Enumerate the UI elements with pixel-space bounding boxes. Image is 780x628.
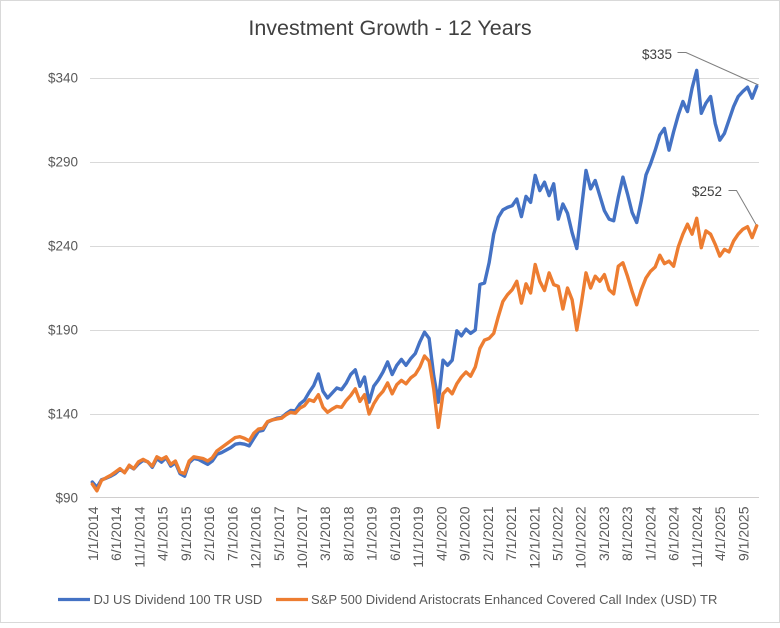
svg-text:11/1/2014: 11/1/2014 [131,506,147,567]
svg-text:9/1/2020: 9/1/2020 [457,506,473,561]
svg-text:4/1/2015: 4/1/2015 [155,506,171,561]
svg-text:$290: $290 [48,155,78,170]
svg-text:11/1/2019: 11/1/2019 [410,506,426,567]
svg-text:$340: $340 [48,71,78,86]
svg-text:1/1/2024: 1/1/2024 [642,506,658,561]
svg-text:6/1/2019: 6/1/2019 [387,506,403,561]
svg-text:5/1/2022: 5/1/2022 [550,506,566,561]
svg-text:DJ US Dividend 100 TR USD: DJ US Dividend 100 TR USD [94,592,263,607]
svg-text:6/1/2014: 6/1/2014 [108,506,124,561]
svg-text:5/1/2017: 5/1/2017 [271,506,287,561]
svg-text:8/1/2018: 8/1/2018 [340,506,356,561]
svg-text:1/1/2014: 1/1/2014 [85,506,101,561]
svg-text:2/1/2016: 2/1/2016 [201,506,217,561]
svg-text:10/1/2017: 10/1/2017 [294,506,310,568]
svg-text:4/1/2020: 4/1/2020 [433,506,449,561]
svg-text:$140: $140 [48,407,78,422]
svg-text:7/1/2016: 7/1/2016 [224,506,240,561]
svg-text:9/1/2025: 9/1/2025 [735,506,751,561]
svg-text:9/1/2015: 9/1/2015 [178,506,194,561]
svg-text:1/1/2019: 1/1/2019 [364,506,380,561]
svg-text:$252: $252 [692,184,722,199]
svg-text:12/1/2016: 12/1/2016 [248,506,264,568]
svg-text:2/1/2021: 2/1/2021 [480,506,496,561]
svg-text:3/1/2023: 3/1/2023 [596,506,612,561]
svg-text:$190: $190 [48,323,78,338]
svg-text:7/1/2021: 7/1/2021 [503,506,519,561]
svg-text:$90: $90 [55,491,78,506]
svg-text:$240: $240 [48,239,78,254]
svg-text:Investment Growth - 12 Years: Investment Growth - 12 Years [248,16,531,40]
svg-text:12/1/2021: 12/1/2021 [526,506,542,568]
svg-text:11/1/2024: 11/1/2024 [689,506,705,567]
svg-text:8/1/2023: 8/1/2023 [619,506,635,561]
svg-text:10/1/2022: 10/1/2022 [573,506,589,568]
svg-text:3/1/2018: 3/1/2018 [317,506,333,561]
svg-text:S&P 500 Dividend Aristocrats E: S&P 500 Dividend Aristocrats Enhanced Co… [311,592,717,607]
svg-text:$335: $335 [642,47,672,62]
svg-text:6/1/2024: 6/1/2024 [666,506,682,561]
svg-text:4/1/2025: 4/1/2025 [712,506,728,561]
